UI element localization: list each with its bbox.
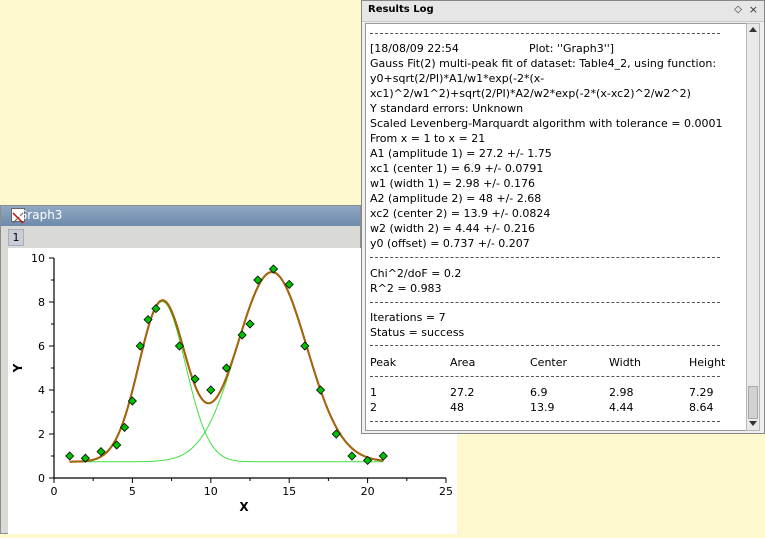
table-header: Center: [530, 356, 568, 369]
x-tick-label: 15: [282, 485, 296, 498]
x-axis-label: X: [239, 500, 249, 514]
scroll-thumb[interactable]: [748, 386, 758, 419]
table-cell: 8.64: [689, 401, 714, 414]
data-point: [331, 429, 341, 439]
data-point: [268, 264, 279, 274]
separator: [370, 33, 720, 34]
scroll-up-arrow-icon[interactable]: [749, 27, 757, 32]
graph-window-title: Graph3: [18, 208, 63, 222]
results-log-window: Results Log ◇ × [18/08/09 22:54 Plot: ''…: [361, 0, 765, 434]
x-tick-label: 5: [129, 485, 136, 498]
log-r2: R^2 = 0.983: [370, 282, 442, 295]
data-point: [119, 422, 130, 432]
data-point: [135, 341, 145, 351]
table-cell: 27.2: [450, 386, 475, 399]
separator: [370, 376, 720, 377]
log-line: y0 (offset) = 0.737 +/- 0.207: [370, 237, 530, 250]
log-line: w1 (width 1) = 2.98 +/- 0.176: [370, 177, 535, 190]
table-cell: 48: [450, 401, 464, 414]
log-line: From x = 1 to x = 21: [370, 132, 486, 145]
data-point: [315, 385, 326, 395]
data-point: [151, 304, 161, 314]
data-point: [378, 451, 388, 461]
log-line: xc1 (center 1) = 6.9 +/- 0.0791: [370, 162, 544, 175]
log-line: [18/08/09 22:54: [370, 42, 459, 55]
log-chi: Chi^2/doF = 0.2: [370, 267, 462, 280]
layer-1-button[interactable]: 1: [8, 229, 24, 246]
y-tick-label: 10: [31, 252, 45, 265]
log-line: Gauss Fit(2) multi-peak fit of dataset: …: [370, 57, 717, 70]
x-tick-label: 10: [204, 485, 218, 498]
log-line: A1 (amplitude 1) = 27.2 +/- 1.75: [370, 147, 552, 160]
table-header: Height: [689, 356, 726, 369]
table-cell: 2: [370, 401, 377, 414]
results-log-titlebar[interactable]: Results Log ◇ ×: [362, 1, 764, 22]
data-point: [300, 341, 310, 351]
table-cell: 6.9: [530, 386, 548, 399]
log-line: xc1)^2/w1^2)+sqrt(2/PI)*A2/w2*exp(-2*(x-…: [370, 87, 691, 100]
scroll-down-arrow-icon[interactable]: [749, 421, 757, 426]
data-point: [143, 315, 153, 325]
results-log-text[interactable]: [18/08/09 22:54 Plot: ''Graph3''] Gauss …: [365, 23, 747, 431]
data-point: [127, 396, 137, 406]
data-point: [221, 363, 232, 373]
separator: [370, 421, 720, 422]
log-line: xc2 (center 2) = 13.9 +/- 0.0824: [370, 207, 551, 220]
log-line: Y standard errors: Unknown: [370, 102, 524, 115]
log-line: A2 (amplitude 2) = 48 +/- 2.68: [370, 192, 542, 205]
log-status: Status = success: [370, 326, 465, 339]
data-point: [174, 341, 185, 351]
cumulative-fit-overlay: [69, 271, 384, 463]
data-point: [245, 319, 255, 329]
x-tick-label: 20: [361, 485, 375, 498]
table-cell: 7.29: [689, 386, 714, 399]
x-tick-label: 0: [51, 485, 58, 498]
data-point: [96, 447, 106, 457]
data-point: [206, 385, 216, 395]
close-icon[interactable]: ×: [748, 3, 758, 16]
graph-window-icon: [11, 208, 25, 224]
data-point: [363, 455, 373, 465]
table-header: Width: [609, 356, 641, 369]
separator: [370, 257, 720, 258]
data-point: [347, 451, 357, 461]
data-point: [80, 453, 90, 463]
table-header: Peak: [370, 356, 397, 369]
log-line: w2 (width 2) = 4.44 +/- 0.216: [370, 222, 535, 235]
table-cell: 2.98: [609, 386, 634, 399]
separator: [370, 345, 720, 346]
y-tick-label: 2: [38, 428, 45, 441]
y-tick-label: 6: [38, 340, 45, 353]
graph-titlebar[interactable]: Graph3: [1, 206, 360, 226]
chart-svg: 0 5 10 15 20 25 0 2 4 6 8 10 X Y: [11, 252, 453, 514]
results-scrollbar[interactable]: [746, 23, 760, 431]
results-log-title: Results Log: [368, 4, 434, 15]
log-line: Scaled Levenberg-Marquardt algorithm wit…: [370, 117, 723, 130]
data-point: [237, 330, 247, 340]
data-point: [253, 275, 263, 285]
table-cell: 13.9: [530, 401, 555, 414]
data-point: [284, 279, 294, 289]
log-plot-label: Plot: ''Graph3'']: [529, 42, 615, 55]
table-cell: 1: [370, 386, 377, 399]
graph-window: Graph3 1 0 5 10 15 20 25 0 2 4 6 8 10 X Y: [0, 205, 457, 534]
data-point: [190, 374, 200, 384]
float-icon[interactable]: ◇: [734, 4, 742, 15]
x-tick-label: 25: [439, 485, 453, 498]
table-cell: 4.44: [609, 401, 634, 414]
data-point: [112, 440, 122, 450]
separator: [370, 302, 720, 303]
y-axis-label: Y: [11, 363, 25, 373]
y-tick-label: 4: [38, 384, 45, 397]
data-point: [65, 451, 75, 461]
y-tick-label: 8: [38, 296, 45, 309]
y-tick-label: 0: [38, 472, 45, 485]
table-header: Area: [450, 356, 476, 369]
log-iterations: Iterations = 7: [370, 311, 446, 324]
log-line: y0+sqrt(2/PI)*A1/w1*exp(-2*(x-: [370, 72, 545, 85]
